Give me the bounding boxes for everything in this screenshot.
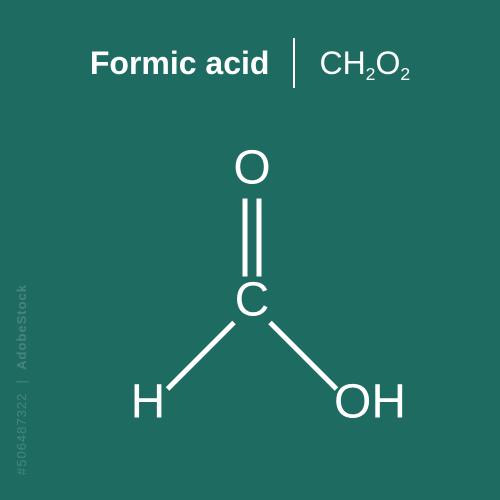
chemistry-infographic: Formic acid CH2O2 OCHOH #506487322 | Ado… bbox=[0, 0, 500, 500]
watermark-id: #506487322 bbox=[14, 393, 29, 475]
atom-C: C bbox=[235, 273, 270, 328]
bond bbox=[268, 321, 338, 391]
bond bbox=[243, 199, 248, 277]
atom-O_top: O bbox=[233, 141, 270, 196]
atom-OH: OH bbox=[334, 375, 406, 430]
structural-formula: O C H OH bbox=[0, 0, 500, 500]
watermark: #506487322 | AdobeStock bbox=[14, 284, 29, 475]
bond bbox=[166, 321, 236, 391]
bond bbox=[257, 199, 262, 277]
watermark-brand: AdobeStock bbox=[14, 284, 29, 370]
atom-H: H bbox=[131, 375, 166, 430]
